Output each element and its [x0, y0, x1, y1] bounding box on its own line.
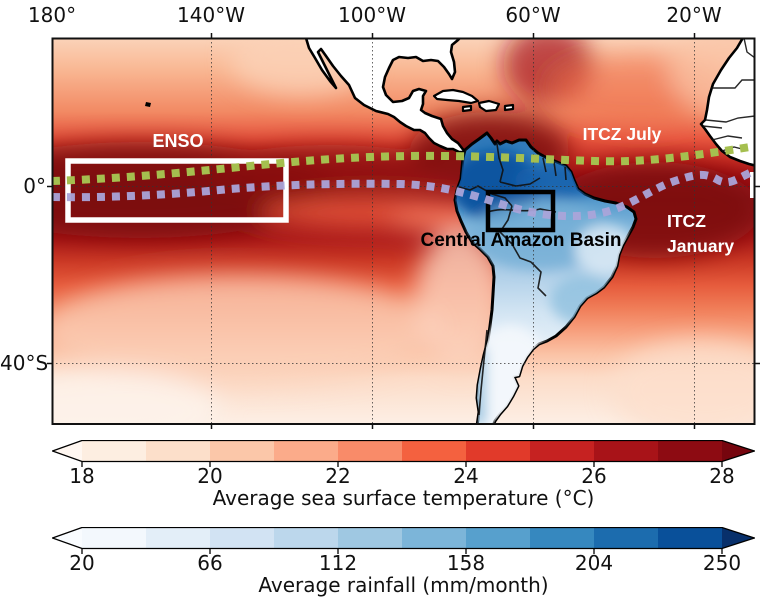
sst-tick-28: 28: [709, 464, 735, 488]
lon-tick-180: 180°: [27, 3, 77, 27]
sst-tick-24: 24: [453, 464, 479, 488]
rain-colorbar-ticks: [81, 548, 723, 554]
rain-band: [658, 527, 722, 549]
sst-tick-22: 22: [325, 464, 351, 488]
africa-borders: [702, 38, 755, 152]
sst-tick-26: 26: [581, 464, 607, 488]
sst-band: [466, 440, 530, 462]
sst-band: [210, 440, 274, 462]
cuba-island: [432, 88, 480, 105]
enso-label: ENSO: [152, 131, 204, 151]
rain-band: [594, 527, 658, 549]
rain-band: [146, 527, 210, 549]
puerto-rico-island: [503, 103, 515, 112]
rain-over-arrow: [722, 527, 755, 549]
rain-band: [210, 527, 274, 549]
itcz-january-line: [52, 166, 755, 221]
lat-tick-0: 0°: [23, 174, 46, 198]
lat-tick-40s: 40°S: [0, 351, 49, 375]
enso-region-box: [65, 158, 289, 223]
rain-tick-250: 250: [702, 551, 742, 575]
rain-colorbar-label: Average rainfall (mm/month): [258, 573, 549, 597]
lon-tick-20w: 20°W: [666, 3, 722, 27]
itcz-january-label-line1: ITCZ: [667, 211, 706, 231]
axis-tick-marks: [47, 33, 760, 429]
rain-band: [338, 527, 402, 549]
jamaica-island: [461, 104, 473, 113]
hawaii-island: [145, 102, 151, 107]
sst-colorbar-label: Average sea surface temperature (°C): [212, 486, 595, 510]
rain-tick-158: 158: [446, 551, 486, 575]
sst-over-arrow: [722, 440, 755, 462]
sst-band: [338, 440, 402, 462]
amazon-label: Central Amazon Basin: [420, 230, 622, 251]
rain-tick-66: 66: [197, 551, 223, 575]
lon-tick-60w: 60°W: [505, 3, 561, 27]
sst-band: [82, 440, 146, 462]
amazon-region-box: [485, 189, 556, 233]
sst-band: [274, 440, 338, 462]
rain-colorbar: [52, 527, 755, 554]
rain-tick-112: 112: [318, 551, 358, 575]
rain-band: [530, 527, 594, 549]
edge-box-fragment: [750, 172, 755, 198]
itcz-july-line: [52, 143, 751, 185]
rain-tick-20: 20: [69, 551, 95, 575]
itcz-july-label: ITCZ July: [582, 124, 662, 144]
sst-band: [402, 440, 466, 462]
africa-landmass: [699, 38, 755, 167]
rain-band: [82, 527, 146, 549]
sst-tick-18: 18: [69, 464, 95, 488]
lon-tick-140w: 140°W: [177, 3, 245, 27]
rain-band: [402, 527, 466, 549]
sst-tick-20: 20: [197, 464, 223, 488]
sst-colorbar-ticks: [81, 461, 723, 467]
sst-band: [530, 440, 594, 462]
map-frame: [51, 37, 756, 425]
rain-band: [466, 527, 530, 549]
sst-band: [658, 440, 722, 462]
north-america-landmass: [304, 38, 467, 154]
hispaniola-island: [477, 99, 501, 113]
lon-tick-100w: 100°W: [338, 3, 406, 27]
sst-band: [594, 440, 658, 462]
rain-band: [274, 527, 338, 549]
rain-tick-204: 204: [574, 551, 614, 575]
itcz-january-label-line2: January: [667, 236, 735, 256]
sst-band: [146, 440, 210, 462]
sst-under-arrow: [52, 440, 82, 462]
rain-under-arrow: [52, 527, 82, 549]
sst-colorbar: [52, 440, 755, 467]
